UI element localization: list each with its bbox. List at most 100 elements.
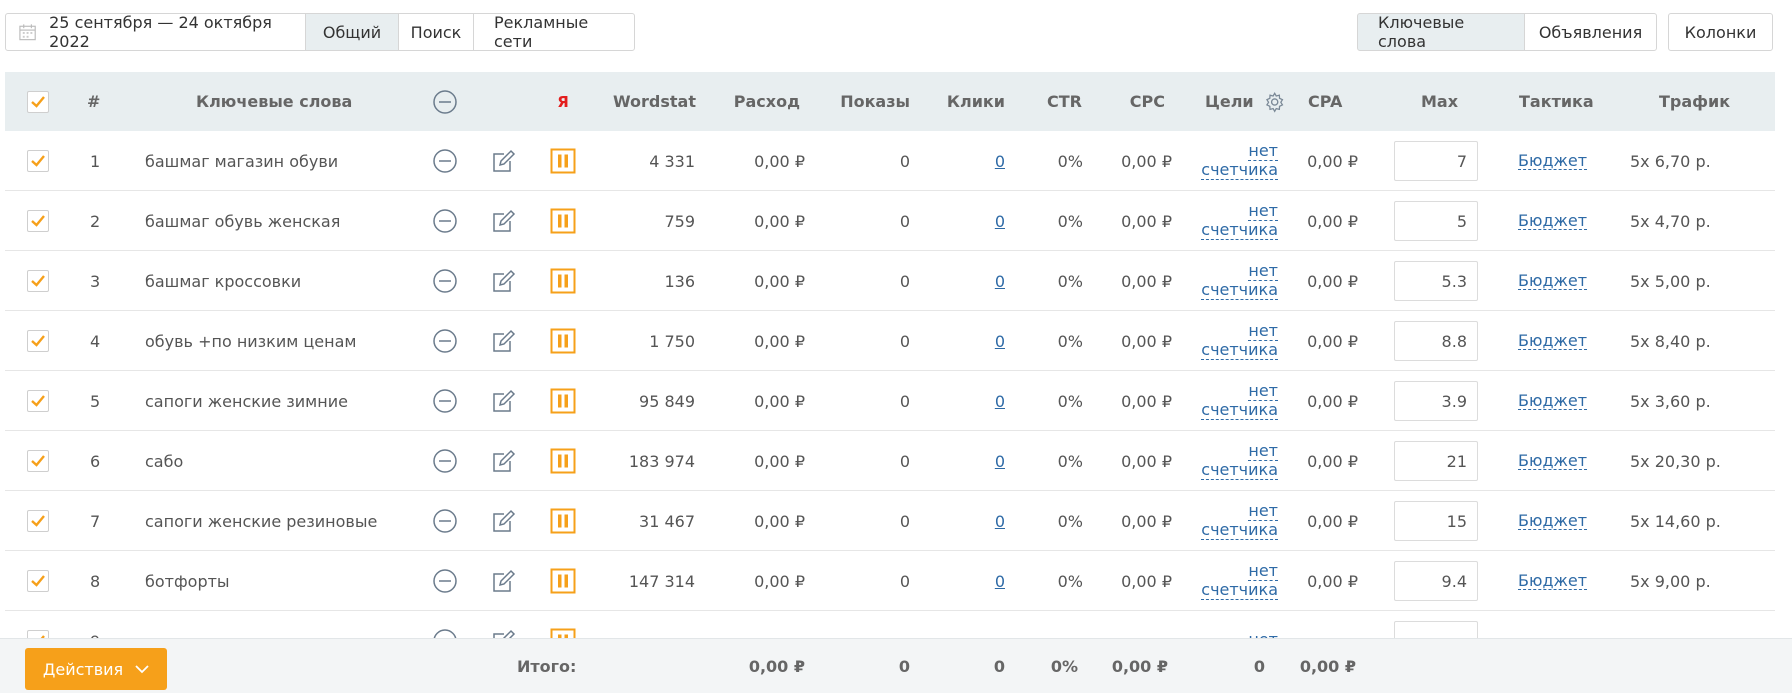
max-bid-input[interactable]: 15 <box>1394 501 1478 541</box>
row-checkbox[interactable] <box>27 630 49 638</box>
row-clicks-link[interactable]: 0 <box>994 451 1005 471</box>
row-tactic-link[interactable]: Бюджет <box>1518 150 1588 171</box>
row-goals[interactable]: нет счетчика <box>1185 371 1278 431</box>
row-tactic-link[interactable]: Бюджет <box>1518 570 1588 591</box>
row-checkbox[interactable] <box>27 390 49 412</box>
row-tactic-link[interactable]: Бюджет <box>1518 390 1588 411</box>
date-range-picker[interactable]: 25 сентября — 24 октября 2022 <box>5 13 307 51</box>
goals-line1[interactable]: нет <box>1248 261 1278 281</box>
row-goals[interactable]: нет счетчика <box>1185 191 1278 251</box>
row-clicks-link[interactable]: 0 <box>994 391 1005 411</box>
goals-line2[interactable]: счетчика <box>1201 580 1278 600</box>
goals-line1[interactable]: нет <box>1248 501 1278 521</box>
edit-icon[interactable] <box>489 327 517 355</box>
max-bid-input[interactable]: 21 <box>1394 441 1478 481</box>
row-tactic-link[interactable]: Бюджет <box>1518 210 1588 231</box>
tab-search[interactable]: Поиск <box>398 13 474 51</box>
max-bid-input[interactable] <box>1394 621 1478 638</box>
row-tactic-link[interactable]: Бюджет <box>1518 450 1588 471</box>
actions-button[interactable]: Действия <box>25 648 167 690</box>
tab-ads[interactable]: Объявления <box>1524 13 1657 51</box>
row-tactic-link[interactable]: Бюджет <box>1518 270 1588 291</box>
max-bid-input[interactable]: 7 <box>1394 141 1478 181</box>
edit-icon[interactable] <box>489 207 517 235</box>
pause-icon[interactable] <box>550 388 576 414</box>
row-goals[interactable]: нет счетчика <box>1185 551 1278 611</box>
header-impressions[interactable]: Показы <box>840 92 910 111</box>
goals-line1[interactable]: нет <box>1248 321 1278 341</box>
pause-icon[interactable] <box>550 568 576 594</box>
row-checkbox[interactable] <box>27 330 49 352</box>
goals-line2[interactable]: счетчика <box>1201 520 1278 540</box>
edit-icon[interactable] <box>489 267 517 295</box>
pause-icon[interactable] <box>550 208 576 234</box>
max-bid-input[interactable]: 3.9 <box>1394 381 1478 421</box>
edit-icon[interactable] <box>489 387 517 415</box>
minus-circle-icon[interactable] <box>432 148 458 174</box>
row-goals[interactable]: нет счетчика <box>1185 311 1278 371</box>
goals-line2[interactable]: счетчика <box>1201 340 1278 360</box>
header-max[interactable]: Max <box>1421 92 1459 111</box>
header-wordstat[interactable]: Wordstat <box>612 92 696 111</box>
goals-line1[interactable]: нет <box>1248 561 1278 581</box>
row-checkbox[interactable] <box>27 510 49 532</box>
max-bid-input[interactable]: 5.3 <box>1394 261 1478 301</box>
header-traffic[interactable]: Трафик <box>1659 92 1731 111</box>
pause-icon[interactable] <box>550 148 576 174</box>
header-cpc[interactable]: CPC <box>1129 92 1165 111</box>
gear-icon[interactable] <box>1264 91 1285 113</box>
goals-line1[interactable]: нет <box>1248 381 1278 401</box>
columns-button[interactable]: Колонки <box>1668 13 1773 51</box>
header-clicks[interactable]: Клики <box>946 92 1005 111</box>
header-keywords[interactable]: Ключевые слова <box>196 92 353 111</box>
minus-circle-icon[interactable] <box>432 448 458 474</box>
minus-circle-icon[interactable] <box>432 328 458 354</box>
tab-general[interactable]: Общий <box>305 13 399 51</box>
goals-line2[interactable]: счетчика <box>1201 280 1278 300</box>
minus-circle-icon[interactable] <box>432 268 458 294</box>
minus-circle-icon[interactable] <box>432 628 458 638</box>
header-tactic[interactable]: Тактика <box>1519 92 1594 111</box>
row-checkbox[interactable] <box>27 150 49 172</box>
tab-keywords[interactable]: Ключевые слова <box>1357 13 1525 51</box>
row-clicks-link[interactable]: 0 <box>994 151 1005 171</box>
row-clicks-link[interactable]: 0 <box>994 271 1005 291</box>
minus-circle-icon[interactable] <box>432 508 458 534</box>
row-tactic-link[interactable]: Бюджет <box>1518 330 1588 351</box>
goals-line1[interactable]: нет <box>1248 441 1278 461</box>
row-clicks-link[interactable]: 0 <box>994 331 1005 351</box>
row-clicks-link[interactable]: 0 <box>994 211 1005 231</box>
tab-ad-networks[interactable]: Рекламные сети <box>473 13 635 51</box>
edit-icon[interactable] <box>489 507 517 535</box>
pause-icon[interactable] <box>550 268 576 294</box>
minus-circle-icon[interactable] <box>432 568 458 594</box>
row-goals[interactable]: нет счетчика <box>1185 251 1278 311</box>
max-bid-input[interactable]: 5 <box>1394 201 1478 241</box>
minus-circle-icon[interactable] <box>432 89 458 115</box>
row-goals[interactable]: нет счетчика <box>1185 431 1278 491</box>
row-clicks-link[interactable]: 0 <box>994 511 1005 531</box>
pause-icon[interactable] <box>550 448 576 474</box>
goals-line2[interactable]: счетчика <box>1201 160 1278 180</box>
edit-icon[interactable] <box>489 627 517 638</box>
row-goals[interactable]: нет счетчика <box>1185 491 1278 551</box>
goals-line1[interactable]: нет <box>1248 201 1278 221</box>
row-checkbox[interactable] <box>27 210 49 232</box>
edit-icon[interactable] <box>489 147 517 175</box>
pause-icon[interactable] <box>550 508 576 534</box>
row-tactic-link[interactable]: Бюджет <box>1518 510 1588 531</box>
row-checkbox[interactable] <box>27 270 49 292</box>
goals-line1[interactable]: нет <box>1248 631 1278 638</box>
pause-icon[interactable] <box>550 328 576 354</box>
header-spend[interactable]: Расход <box>733 92 800 111</box>
header-goals[interactable]: Цели <box>1205 92 1254 111</box>
max-bid-input[interactable]: 8.8 <box>1394 321 1478 361</box>
select-all-checkbox[interactable] <box>27 90 49 113</box>
minus-circle-icon[interactable] <box>432 388 458 414</box>
row-goals[interactable]: нет счетчика <box>1185 131 1278 191</box>
goals-line2[interactable]: счетчика <box>1201 460 1278 480</box>
row-checkbox[interactable] <box>27 570 49 592</box>
row-checkbox[interactable] <box>27 450 49 472</box>
goals-line2[interactable]: счетчика <box>1201 400 1278 420</box>
edit-icon[interactable] <box>489 447 517 475</box>
